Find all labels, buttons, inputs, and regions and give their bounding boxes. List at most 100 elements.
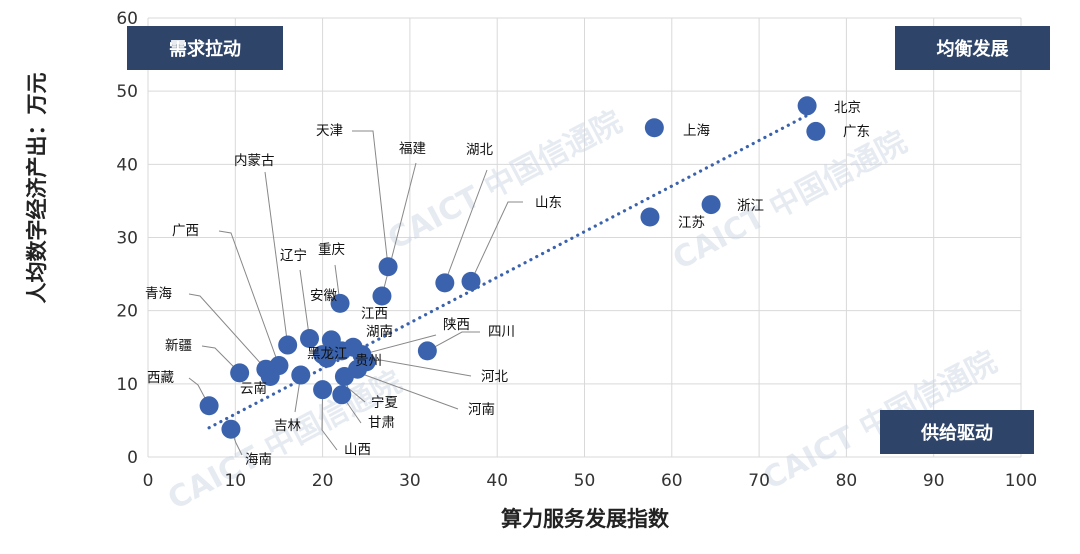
point-label: 吉林 <box>274 418 301 434</box>
data-point <box>300 328 320 348</box>
quadrant-box <box>127 26 283 70</box>
x-tick-label: 0 <box>143 471 154 491</box>
data-point <box>199 396 219 416</box>
leader-line <box>299 269 311 339</box>
data-point <box>317 348 337 368</box>
point-label: 西藏 <box>147 370 174 386</box>
point-label: 广西 <box>172 223 199 239</box>
leader-line <box>361 334 437 356</box>
leader-line <box>218 230 280 366</box>
quadrant-text: 需求拉动 <box>169 38 241 60</box>
point-label: 北京 <box>834 100 861 116</box>
point-label: 青海 <box>145 286 172 302</box>
point-label: 山东 <box>535 195 562 211</box>
x-tick-label: 40 <box>486 471 508 491</box>
x-tick-label: 10 <box>224 471 246 491</box>
data-point <box>797 96 817 116</box>
point-label: 海南 <box>245 452 272 468</box>
point-label: 广东 <box>843 124 870 140</box>
point-label: 黑龙江 <box>307 346 348 362</box>
leader-line <box>264 171 289 346</box>
data-points <box>199 96 826 439</box>
point-label: 山西 <box>344 442 371 458</box>
y-tick-label: 60 <box>116 9 138 29</box>
point-label: 江苏 <box>678 215 705 231</box>
x-tick-label: 30 <box>399 471 421 491</box>
x-tick-label: 80 <box>836 471 858 491</box>
y-tick-label: 10 <box>116 375 138 395</box>
leader-line <box>321 389 338 451</box>
watermark-text: CAICT 中国信通院 <box>382 104 627 257</box>
point-label: 河北 <box>481 369 508 385</box>
data-point <box>291 365 311 385</box>
point-label: 陕西 <box>443 317 470 333</box>
data-point <box>260 367 280 387</box>
point-label: 湖北 <box>466 142 493 158</box>
point-label: 甘肃 <box>368 415 395 431</box>
y-axis-title: 人均数字经济产出：万元 <box>25 73 49 304</box>
point-label: 新疆 <box>165 338 192 354</box>
point-label: 内蒙古 <box>234 153 275 169</box>
data-point <box>372 286 392 306</box>
point-label: 重庆 <box>318 242 345 258</box>
y-tick-labels: 0 10 20 30 40 50 60 <box>116 9 138 468</box>
y-tick-label: 50 <box>116 82 138 102</box>
y-tick-label: 40 <box>116 155 138 175</box>
data-point <box>435 273 455 293</box>
data-point <box>348 359 368 379</box>
leader-line <box>444 169 488 284</box>
x-tick-label: 50 <box>574 471 596 491</box>
data-point <box>461 271 481 291</box>
y-tick-label: 20 <box>116 302 138 322</box>
point-label: 天津 <box>316 123 343 139</box>
data-point <box>640 207 660 227</box>
data-point <box>701 195 721 215</box>
point-label: 福建 <box>399 141 426 157</box>
leader-line <box>201 345 241 374</box>
x-tick-label: 100 <box>1005 471 1037 491</box>
data-point <box>330 293 350 313</box>
leader-line <box>352 130 389 267</box>
point-label: 辽宁 <box>280 247 307 264</box>
x-tick-label: 70 <box>748 471 770 491</box>
data-point <box>378 257 398 277</box>
point-label: 江西 <box>361 306 388 322</box>
quadrant-text: 供给驱动 <box>920 422 993 444</box>
y-tick-label: 30 <box>116 229 138 249</box>
x-axis-title: 算力服务发展指数 <box>501 507 670 531</box>
point-label: 云南 <box>240 381 267 397</box>
y-tick-label: 0 <box>127 448 138 468</box>
leader-lines <box>188 130 523 456</box>
quadrant-box <box>895 26 1050 70</box>
point-label: 四川 <box>488 324 515 340</box>
x-tick-label: 20 <box>312 471 334 491</box>
point-label: 上海 <box>683 123 710 139</box>
quadrant-label-bottom-right: 供给驱动 <box>880 410 1034 454</box>
point-label: 安徽 <box>310 288 337 304</box>
point-label: 河南 <box>468 402 495 418</box>
quadrant-label-top-left: 需求拉动 <box>127 26 283 70</box>
quadrant-box <box>880 410 1034 454</box>
x-tick-labels: 0 10 20 30 40 50 60 70 80 90 100 <box>143 471 1038 491</box>
point-label: 湖南 <box>366 324 393 340</box>
data-point <box>221 419 241 439</box>
point-label: 浙江 <box>737 198 764 214</box>
leader-line <box>427 331 480 352</box>
point-label: 贵州 <box>355 353 382 369</box>
quadrant-text: 均衡发展 <box>937 38 1010 60</box>
data-point <box>230 363 250 383</box>
leader-line <box>188 293 267 370</box>
leader-line <box>470 201 523 282</box>
x-tick-label: 90 <box>923 471 945 491</box>
data-point <box>806 121 826 141</box>
data-point <box>417 341 437 361</box>
grid-lines <box>147 17 1022 458</box>
data-point <box>332 385 352 405</box>
data-point <box>313 380 333 400</box>
x-tick-label: 60 <box>661 471 683 491</box>
data-point <box>644 118 664 138</box>
point-label: 宁夏 <box>371 394 398 411</box>
